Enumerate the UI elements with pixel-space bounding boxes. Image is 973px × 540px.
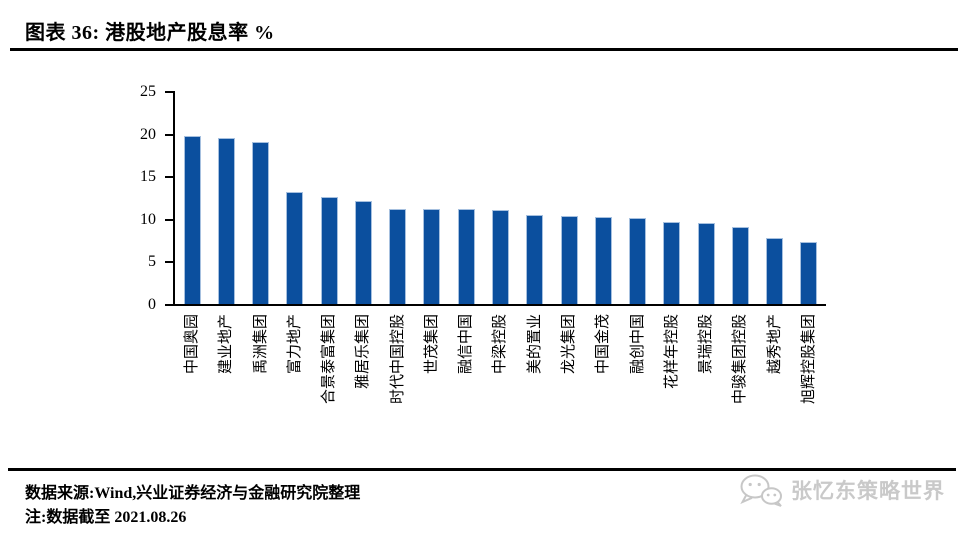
bar-融创中国 — [629, 217, 647, 304]
x-axis-label: 中国金茂 — [595, 314, 612, 375]
watermark: 张忆东策略世界 — [738, 473, 945, 507]
y-axis-tick-label: 0 — [148, 296, 156, 313]
x-axis-label: 世茂集团 — [423, 314, 440, 375]
y-axis-tick — [165, 304, 173, 306]
x-axis-labels: 中国奥园 建业地产 禹洲集团 富力地产 合景泰富集团 雅居乐集团 时代中国控股 世茂集团 融信中… — [175, 314, 826, 472]
x-axis-label-cell: 雅居乐集团 — [346, 314, 380, 472]
x-axis-label-cell: 世茂集团 — [415, 314, 449, 472]
data-cutoff-note: 注:数据截至 2021.08.26 — [25, 509, 187, 526]
bar-中国金茂 — [594, 217, 612, 304]
x-axis-label: 富力地产 — [286, 314, 303, 375]
y-axis-tick-label: 5 — [148, 253, 156, 271]
watermark-text: 张忆东策略世界 — [791, 479, 945, 503]
bar-美的置业 — [526, 215, 544, 304]
y-axis-tick — [165, 176, 173, 179]
y-axis-tick — [165, 261, 173, 264]
y-axis-tick — [165, 91, 173, 93]
x-axis-label: 融信中国 — [458, 314, 475, 375]
x-axis-label-cell: 花样年控股 — [655, 314, 689, 472]
x-axis-label: 花样年控股 — [663, 314, 680, 390]
bar-chart-plot-area — [173, 91, 826, 306]
y-axis-tick-label: 15 — [140, 168, 156, 186]
x-axis-label-cell: 中国金茂 — [586, 314, 620, 472]
bar-龙光集团 — [560, 216, 578, 304]
x-axis-label-cell: 中国奥园 — [175, 314, 209, 472]
bar-富力地产 — [286, 191, 304, 304]
y-axis-tick-label: 20 — [140, 125, 156, 143]
y-axis-tick-label: 10 — [140, 210, 156, 228]
bar-时代中国控股 — [389, 208, 407, 304]
x-axis-label-cell: 中梁控股 — [483, 314, 517, 472]
x-axis-label: 中梁控股 — [492, 314, 509, 375]
y-axis-tick-label: 25 — [140, 83, 156, 100]
bar-景瑞控股 — [697, 223, 715, 304]
chart-title: 图表 36: 港股地产股息率 % — [25, 22, 275, 44]
bar-合景泰富集团 — [320, 196, 338, 304]
x-axis-label: 融创中国 — [629, 314, 646, 375]
x-axis-label-cell: 景瑞控股 — [689, 314, 723, 472]
data-source-note: 数据来源:Wind,兴业证券经济与金融研究院整理 — [25, 485, 361, 502]
bar-越秀地产 — [766, 237, 784, 304]
x-axis-label-cell: 美的置业 — [518, 314, 552, 472]
x-axis-label: 时代中国控股 — [389, 314, 406, 405]
x-axis-label: 建业地产 — [218, 314, 235, 375]
x-axis-label-cell: 富力地产 — [278, 314, 312, 472]
bar-中国奥园 — [183, 136, 201, 304]
x-axis-label-cell: 建业地产 — [209, 314, 243, 472]
x-axis-label: 景瑞控股 — [698, 314, 715, 375]
x-axis-label: 美的置业 — [526, 314, 543, 375]
x-axis-label-cell: 融创中国 — [620, 314, 654, 472]
x-axis-label-cell: 合景泰富集团 — [312, 314, 346, 472]
x-axis-label-cell: 融信中国 — [449, 314, 483, 472]
bar-中梁控股 — [492, 210, 509, 304]
y-axis-tick — [165, 133, 173, 136]
bar-花样年控股 — [663, 222, 681, 304]
x-axis-label-cell: 龙光集团 — [552, 314, 586, 472]
bar-融信中国 — [457, 209, 475, 304]
bar-世茂集团 — [423, 208, 441, 304]
bar-旭辉控股集团 — [800, 241, 818, 304]
x-axis-label: 龙光集团 — [561, 314, 578, 375]
x-axis-label: 合景泰富集团 — [321, 314, 338, 405]
bar-禹洲集团 — [252, 142, 270, 304]
y-axis-tick — [165, 218, 173, 221]
x-axis-label: 中骏集团控股 — [732, 314, 749, 405]
x-axis-label: 禹洲集团 — [252, 314, 269, 375]
x-axis-label: 越秀地产 — [766, 314, 783, 375]
footer-divider — [8, 468, 956, 471]
x-axis-label-cell: 越秀地产 — [757, 314, 791, 472]
title-divider — [10, 48, 958, 51]
x-axis-label-cell: 中骏集团控股 — [723, 314, 757, 472]
x-axis-label: 旭辉控股集团 — [800, 314, 817, 405]
x-axis-label-cell: 旭辉控股集团 — [792, 314, 826, 472]
x-axis-label: 中国奥园 — [184, 314, 201, 375]
x-axis-label: 雅居乐集团 — [355, 314, 372, 390]
bar-建业地产 — [217, 137, 235, 304]
x-axis-label-cell: 时代中国控股 — [381, 314, 415, 472]
wechat-icon — [740, 474, 782, 507]
x-axis-label-cell: 禹洲集团 — [244, 314, 278, 472]
bar-中骏集团控股 — [731, 227, 749, 304]
bar-雅居乐集团 — [354, 200, 372, 304]
